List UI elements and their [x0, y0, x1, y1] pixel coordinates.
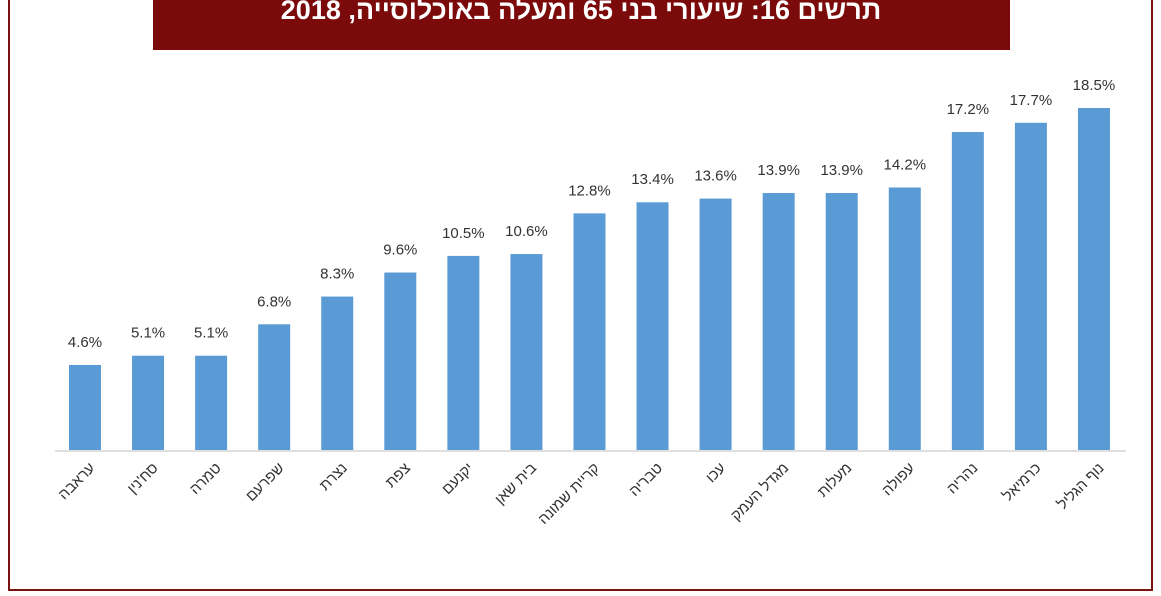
- value-label: 4.6%: [68, 334, 102, 351]
- bar: [195, 355, 228, 450]
- value-label: 8.3%: [320, 266, 354, 283]
- value-label: 5.1%: [131, 325, 165, 342]
- bar: [69, 364, 101, 450]
- bar: [258, 324, 291, 450]
- bar: [762, 193, 795, 450]
- x-tick-label: עפולה: [879, 460, 919, 500]
- x-tick-label: נצרת: [316, 460, 351, 495]
- value-label: 18.5%: [1073, 77, 1116, 94]
- value-label: 5.1%: [194, 325, 228, 342]
- frame: [8, 0, 1153, 591]
- bar: [825, 193, 858, 450]
- x-tick-label: עכו: [703, 460, 730, 487]
- value-label: 9.6%: [383, 241, 417, 258]
- x-tick-label: בית שאן: [492, 460, 540, 508]
- value-label: 13.9%: [820, 162, 863, 179]
- value-label: 13.6%: [694, 168, 737, 185]
- value-label: 17.7%: [1010, 92, 1053, 109]
- x-tick-label: מגדל העמק: [728, 460, 793, 525]
- bar: [510, 254, 543, 450]
- x-tick-label: קריית שמונה: [535, 460, 603, 528]
- x-tick-label: צפת: [382, 460, 414, 492]
- x-tick-label: כרמיאל: [999, 460, 1044, 505]
- x-tick-label: מעלות: [814, 460, 855, 501]
- x-tick-label: נוף הגליל: [1054, 460, 1107, 513]
- bar: [636, 202, 669, 450]
- value-label: 12.8%: [568, 182, 611, 199]
- x-tick-label: עראבה: [55, 460, 99, 504]
- value-label: 10.5%: [442, 225, 485, 242]
- bar: [384, 272, 417, 450]
- bar: [1014, 122, 1047, 451]
- bar: [888, 187, 921, 451]
- value-label: 14.2%: [884, 156, 927, 173]
- x-tick-label: טמרה: [186, 460, 224, 498]
- bar: [321, 296, 354, 450]
- value-label: 17.2%: [947, 101, 990, 118]
- chart-title: תרשים 16: שיעורי בני 65 ומעלה באוכלוסייה…: [281, 0, 881, 25]
- x-tick-label: סח'נין: [124, 460, 162, 498]
- x-tick-label: יקנעם: [439, 460, 477, 498]
- value-label: 10.6%: [505, 223, 548, 240]
- x-tick-label: נהריה: [944, 460, 982, 498]
- value-label: 6.8%: [257, 293, 291, 310]
- bar: [699, 198, 732, 450]
- bar: [132, 355, 165, 450]
- bar: [573, 213, 606, 450]
- bar: [1077, 108, 1110, 450]
- bar: [447, 255, 480, 450]
- x-tick-label: שפרעם: [243, 460, 288, 505]
- title-box: [153, 0, 1010, 50]
- x-tick-label: טבריה: [626, 460, 666, 500]
- value-label: 13.4%: [631, 171, 674, 188]
- bar: [951, 132, 984, 451]
- value-label: 13.9%: [757, 162, 800, 179]
